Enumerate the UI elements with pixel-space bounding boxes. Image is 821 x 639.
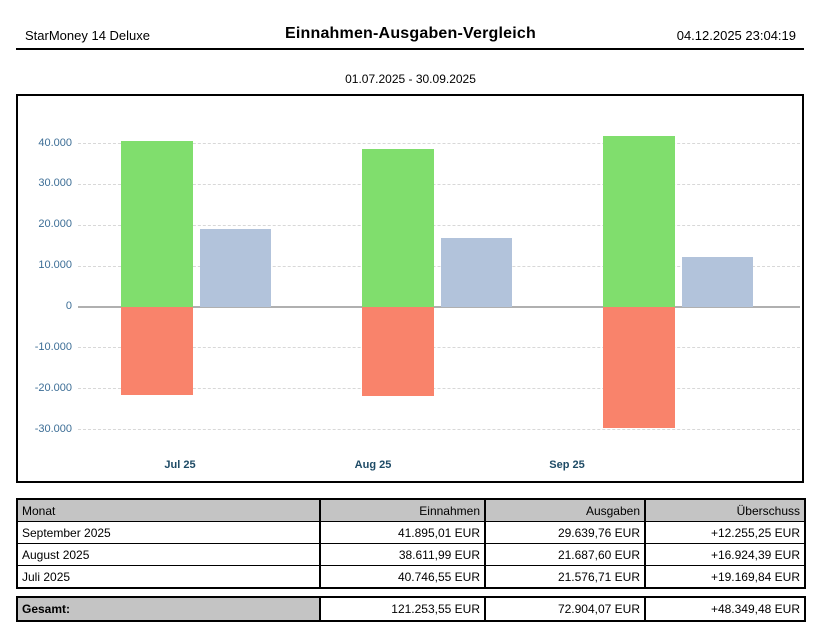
cell-ausgaben: 21.687,60 EUR xyxy=(484,543,646,566)
cell-ueberschuss: +16.924,39 EUR xyxy=(644,543,806,566)
y-gridline xyxy=(78,265,800,267)
bar-ueberschuss-jul-25 xyxy=(200,228,271,307)
table-header-row: Monat Einnahmen Ausgaben Überschuss xyxy=(16,498,806,522)
y-tick-label: 0 xyxy=(65,300,72,312)
summary-table: Monat Einnahmen Ausgaben Überschuss Sept… xyxy=(16,498,806,589)
cell-einnahmen: 38.611,99 EUR xyxy=(319,543,486,566)
y-gridline xyxy=(78,224,800,226)
total-ueberschuss: +48.349,48 EUR xyxy=(644,596,806,622)
y-tick-label: -20.000 xyxy=(34,381,72,394)
y-gridline xyxy=(78,388,800,390)
report-header: StarMoney 14 Deluxe Einnahmen-Ausgaben-V… xyxy=(25,24,796,46)
cell-ausgaben: 21.576,71 EUR xyxy=(484,565,646,589)
chart-period-label: 01.07.2025 - 30.09.2025 xyxy=(345,72,476,86)
y-gridline xyxy=(78,347,800,349)
bar-ueberschuss-sep-25 xyxy=(682,256,753,307)
zero-axis-line xyxy=(78,306,800,308)
total-label: Gesamt: xyxy=(16,596,321,622)
y-gridline xyxy=(78,143,800,145)
col-header-monat: Monat xyxy=(16,498,321,522)
y-tick-label: 30.000 xyxy=(38,177,72,190)
table-row-august: August 2025 38.611,99 EUR 21.687,60 EUR … xyxy=(16,543,806,566)
chart-frame: 40.000 30.000 20.000 10.000 0 -10.000 -20.000 -… xyxy=(16,94,804,483)
cell-ueberschuss: +19.169,84 EUR xyxy=(644,565,806,589)
bar-ausgaben-aug-25 xyxy=(362,307,434,396)
page-title: Einnahmen-Ausgaben-Vergleich xyxy=(285,25,536,42)
y-tick-label: 40.000 xyxy=(38,136,72,149)
header-divider xyxy=(16,48,804,50)
total-table: Gesamt: 121.253,55 EUR 72.904,07 EUR +48… xyxy=(16,596,806,622)
y-tick-label: -30.000 xyxy=(34,422,72,435)
cell-ausgaben: 29.639,76 EUR xyxy=(484,521,646,544)
bar-einnahmen-sep-25 xyxy=(603,135,675,307)
bar-einnahmen-aug-25 xyxy=(362,149,434,307)
cell-einnahmen: 41.895,01 EUR xyxy=(319,521,486,544)
x-tick-label-jul-25: Jul 25 xyxy=(164,459,196,471)
total-einnahmen: 121.253,55 EUR xyxy=(319,596,486,622)
col-header-ausgaben: Ausgaben xyxy=(484,498,646,522)
y-tick-label: 10.000 xyxy=(38,259,72,272)
cell-monat: September 2025 xyxy=(16,521,321,544)
table-row-juli: Juli 2025 40.746,55 EUR 21.576,71 EUR +1… xyxy=(16,565,806,589)
report-datetime: 04.12.2025 23:04:19 xyxy=(676,28,796,43)
cell-ueberschuss: +12.255,25 EUR xyxy=(644,521,806,544)
bar-ueberschuss-aug-25 xyxy=(441,237,512,307)
x-tick-label-aug-25: Aug 25 xyxy=(354,459,392,471)
bar-ausgaben-jul-25 xyxy=(121,307,193,396)
total-row: Gesamt: 121.253,55 EUR 72.904,07 EUR +48… xyxy=(16,596,806,622)
col-header-ueberschuss: Überschuss xyxy=(644,498,806,522)
app-name: StarMoney 14 Deluxe xyxy=(25,28,151,43)
cell-einnahmen: 40.746,55 EUR xyxy=(319,565,486,589)
table-row-september: September 2025 41.895,01 EUR 29.639,76 E… xyxy=(16,521,806,544)
cell-monat: Juli 2025 xyxy=(16,565,321,589)
bar-ausgaben-sep-25 xyxy=(603,307,675,429)
y-gridline xyxy=(78,183,800,185)
col-header-einnahmen: Einnahmen xyxy=(319,498,486,522)
y-gridline xyxy=(78,429,800,431)
y-tick-label: 20.000 xyxy=(38,218,72,231)
bar-einnahmen-jul-25 xyxy=(121,140,193,307)
total-ausgaben: 72.904,07 EUR xyxy=(484,596,646,622)
x-tick-label-sep-25: Sep 25 xyxy=(549,459,585,471)
cell-monat: August 2025 xyxy=(16,543,321,566)
chart-plot-area: 40.000 30.000 20.000 10.000 0 -10.000 -20.000 -… xyxy=(18,96,802,481)
y-tick-label: -10.000 xyxy=(34,340,72,353)
